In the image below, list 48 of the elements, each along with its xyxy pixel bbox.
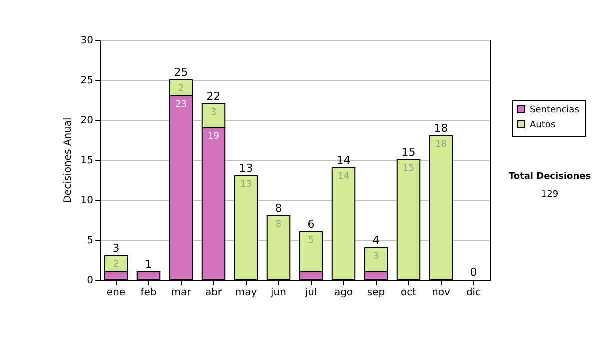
x-tick-label: sep (367, 288, 386, 298)
total-label: 13 (239, 162, 254, 175)
total-label: 3 (112, 242, 120, 255)
y-tick-label: 30 (80, 36, 94, 46)
x-tick-label: jul (304, 288, 318, 298)
data-label: 15 (403, 164, 414, 174)
text: 129 (540, 190, 560, 200)
data-label: 8 (276, 220, 282, 230)
data-label: 14 (338, 172, 350, 182)
total-label: 25 (174, 66, 188, 79)
y-tick-label: 0 (87, 276, 94, 286)
y-axis-title: Decisiones Anual (62, 118, 74, 204)
total-label: 1 (145, 258, 152, 271)
data-label: 3 (373, 252, 380, 262)
total-label: 0 (470, 266, 478, 279)
y-tick-label: 10 (80, 196, 94, 206)
text: Total Decisiones (508, 172, 592, 182)
y-tick-label: 5 (87, 236, 94, 246)
x-tick-label: dic (466, 288, 482, 298)
data-label: 19 (208, 132, 220, 142)
x-tick-label: ago (334, 288, 354, 298)
data-label: 3 (210, 108, 217, 118)
data-label: 18 (436, 140, 448, 150)
y-tick-label: 15 (80, 156, 94, 166)
data-label: 5 (308, 236, 314, 246)
x-tick-label: nov (432, 288, 451, 298)
data-label: 2 (113, 260, 120, 270)
x-tick-label: feb (140, 288, 157, 298)
total-label: 22 (206, 90, 221, 103)
legend-label: Autos (530, 120, 556, 130)
total-label: 8 (275, 202, 282, 215)
x-tick-label: ene (106, 288, 126, 298)
x-tick-label: may (235, 288, 258, 298)
y-tick-label: 20 (80, 116, 94, 126)
total-label: 15 (402, 146, 416, 159)
total-label: 14 (336, 154, 351, 167)
total-label: 4 (372, 234, 380, 247)
x-tick-label: jun (270, 288, 286, 298)
x-tick-label: abr (205, 288, 223, 298)
data-label: 2 (178, 84, 184, 94)
y-tick-label: 25 (80, 76, 94, 86)
total-label: 6 (308, 218, 315, 231)
x-tick-label: mar (171, 288, 192, 298)
legend-label: Sentencias (530, 106, 580, 116)
total-label: 18 (434, 122, 448, 135)
data-label: 23 (176, 100, 187, 110)
x-tick-label: oct (400, 288, 417, 298)
data-label: 13 (240, 180, 252, 190)
